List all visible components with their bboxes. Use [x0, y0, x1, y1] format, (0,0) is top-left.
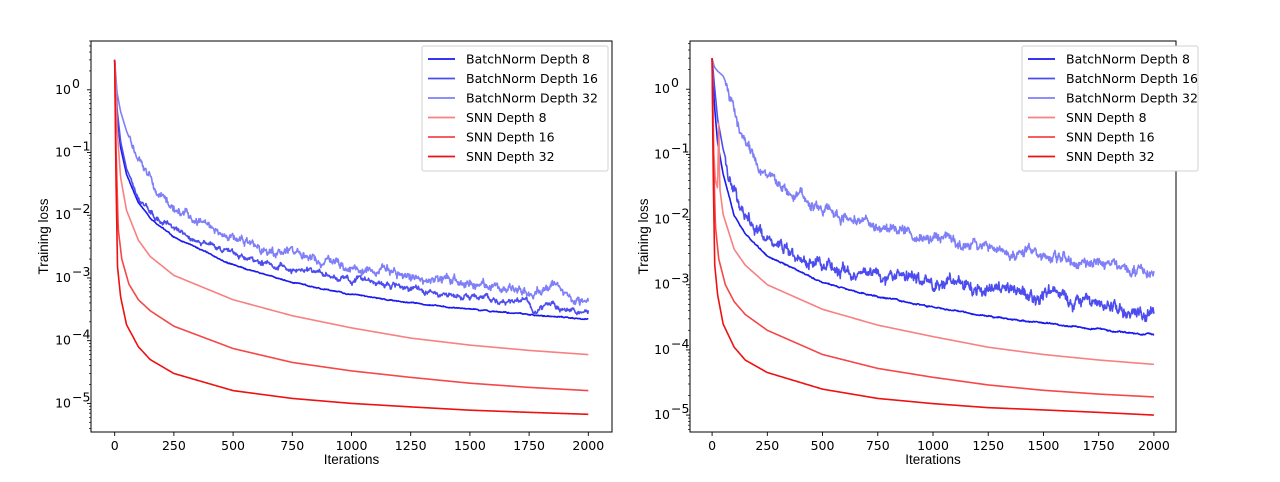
legend-label: BatchNorm Depth 32: [1066, 91, 1198, 106]
x-axis-label: Iterations: [905, 452, 961, 467]
series-line-snn-depth-16: [113, 59, 589, 392]
series-line-snn-depth-16: [711, 58, 1155, 398]
y-tick-label: 10: [55, 395, 71, 410]
legend: BatchNorm Depth 8 BatchNorm Depth 16 Batch…: [1021, 45, 1199, 172]
legend-label: BatchNorm Depth 8: [1066, 52, 1190, 67]
x-tick-label: 1750: [513, 438, 545, 453]
x-tick-label: 1000: [917, 438, 949, 453]
x-tick-label: 1750: [1083, 438, 1115, 453]
legend: BatchNorm Depth 8 BatchNorm Depth 16 Batch…: [421, 45, 609, 172]
legend-label: SNN Depth 8: [1066, 110, 1147, 125]
y-tick-exponent: −1: [671, 140, 689, 155]
series-line-batchnorm-depth-8: [113, 59, 589, 321]
y-axis-label: Training loss: [36, 198, 51, 274]
legend-label: BatchNorm Depth 8: [466, 52, 590, 67]
x-tick-label: 250: [162, 438, 186, 453]
y-tick-label: 10: [654, 277, 670, 292]
y-tick-exponent: −5: [671, 401, 689, 416]
y-tick-exponent: 0: [671, 75, 679, 90]
legend-label: SNN Depth 16: [1066, 130, 1155, 145]
series-line-snn-depth-8: [711, 58, 1155, 366]
series-line-snn-depth-32: [113, 59, 589, 416]
x-tick-label: 500: [221, 438, 245, 453]
series-line-batchnorm-depth-32: [113, 59, 590, 306]
series-group: [113, 59, 590, 416]
x-tick-label: 1000: [336, 438, 368, 453]
y-tick-label: 10: [55, 333, 71, 348]
y-tick-exponent: −2: [72, 201, 90, 216]
x-tick-label: 0: [708, 438, 716, 453]
y-tick-exponent: −3: [671, 271, 689, 286]
y-tick-exponent: −2: [671, 206, 689, 221]
y-tick-label: 10: [654, 212, 670, 227]
legend-label: SNN Depth 16: [466, 130, 555, 145]
y-tick-label: 10: [55, 82, 71, 97]
x-tick-label: 750: [280, 438, 304, 453]
x-tick-label: 250: [755, 438, 779, 453]
x-tick-label: 2000: [1138, 438, 1170, 453]
y-tick-exponent: −4: [72, 327, 90, 342]
series-line-batchnorm-depth-16: [113, 59, 590, 316]
y-tick-exponent: −1: [72, 139, 90, 154]
series-line-batchnorm-depth-8: [711, 58, 1155, 336]
y-tick-exponent: 0: [72, 76, 80, 91]
legend-label: BatchNorm Depth 16: [466, 71, 598, 86]
legend-box: [421, 45, 609, 172]
y-tick-exponent: −5: [72, 389, 90, 404]
y-tick-label: 10: [654, 342, 670, 357]
y-tick-label: 10: [55, 207, 71, 222]
y-tick-label: 10: [654, 146, 670, 161]
x-tick-label: 1250: [972, 438, 1004, 453]
series-line-batchnorm-depth-32: [711, 57, 1155, 279]
x-tick-label: 2000: [572, 438, 604, 453]
x-tick-label: 750: [866, 438, 890, 453]
legend-label: SNN Depth 8: [466, 110, 547, 125]
series-line-batchnorm-depth-16: [711, 58, 1155, 323]
legend-label: SNN Depth 32: [466, 149, 555, 164]
y-tick-exponent: −3: [72, 264, 90, 279]
series-line-snn-depth-8: [113, 59, 589, 356]
legend-box: [1021, 45, 1199, 172]
y-axis-label: Training loss: [636, 198, 651, 274]
legend-label: BatchNorm Depth 32: [466, 91, 598, 106]
x-tick-label: 1500: [1028, 438, 1060, 453]
y-tick-label: 10: [55, 145, 71, 160]
y-tick-label: 10: [55, 270, 71, 285]
legend-label: SNN Depth 32: [1066, 149, 1155, 164]
x-tick-label: 1250: [395, 438, 427, 453]
x-tick-label: 500: [811, 438, 835, 453]
series-line-snn-depth-32: [711, 58, 1155, 416]
x-axis-label: Iterations: [324, 452, 380, 467]
x-tick-label: 1500: [454, 438, 486, 453]
x-tick-label: 0: [111, 438, 119, 453]
y-tick-label: 10: [654, 407, 670, 422]
legend-label: BatchNorm Depth 16: [1066, 71, 1198, 86]
y-tick-label: 10: [654, 81, 670, 96]
series-group: [711, 57, 1155, 416]
y-tick-exponent: −4: [671, 336, 689, 351]
